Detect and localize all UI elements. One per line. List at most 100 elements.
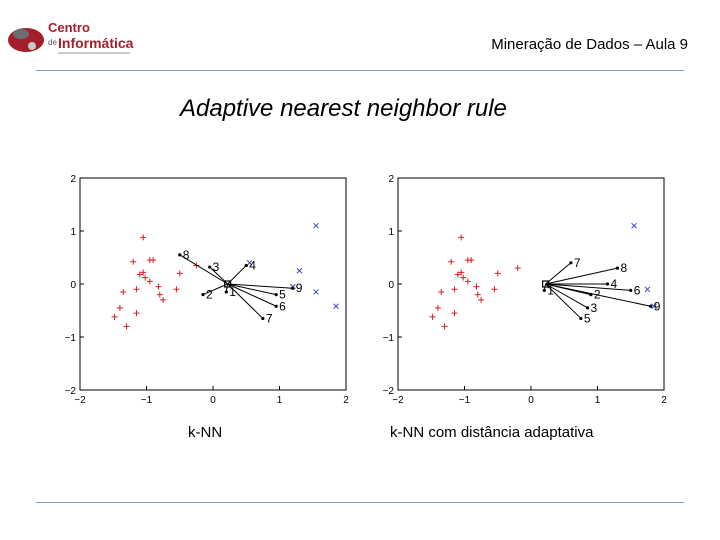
plot-frame: [397, 177, 665, 391]
plus-point: [438, 288, 445, 295]
neighbor-line: [227, 283, 264, 319]
neighbor-label: 2: [206, 288, 213, 302]
plus-point: [130, 258, 137, 265]
logo-line2: de: [48, 38, 57, 47]
plus-point: [448, 258, 455, 265]
neighbor-point: [291, 286, 295, 290]
y-tick-label: 2: [70, 174, 76, 185]
y-tick-label: 2: [388, 174, 394, 185]
neighbor-point: [542, 288, 546, 292]
neighbor-point: [585, 306, 590, 310]
x-tick-label: 1: [595, 395, 601, 406]
x-tick-label: −2: [74, 395, 86, 406]
plus-point: [142, 274, 149, 281]
x-tick-label: −1: [459, 395, 471, 406]
y-tick-label: −2: [383, 386, 395, 397]
y-tick-label: 1: [70, 227, 76, 238]
neighbor-label: 9: [654, 299, 661, 313]
header-divider: [36, 70, 684, 71]
plus-point: [176, 270, 183, 277]
neighbor-label: 1: [229, 285, 236, 299]
plus-point: [156, 291, 163, 298]
neighbor-label: 6: [279, 299, 286, 313]
x-point: [333, 303, 339, 310]
plus-point: [133, 286, 140, 293]
plus-point: [478, 296, 485, 303]
neighbor-point: [579, 316, 583, 321]
caption-adaptive-knn: k-NN com distância adaptativa: [390, 424, 594, 441]
plus-point: [491, 286, 498, 293]
neighbor-label: 9: [296, 281, 303, 295]
neighbor-line: [545, 283, 588, 309]
y-tick-label: 0: [70, 280, 76, 291]
neighbor-label: 6: [634, 283, 641, 297]
caption-knn: k-NN: [188, 424, 223, 441]
neighbor-label: 3: [591, 301, 598, 315]
neighbor-point: [274, 293, 278, 297]
x-tick-label: 2: [343, 395, 349, 406]
footer-divider: [36, 502, 684, 503]
plus-point: [120, 288, 127, 295]
neighbor-line: [227, 283, 293, 289]
neighbor-point: [605, 282, 610, 286]
neighbor-point: [224, 290, 228, 294]
x-point: [296, 267, 303, 274]
plus-point: [451, 310, 458, 317]
neighbor-label: 4: [610, 277, 617, 291]
plus-point: [474, 291, 481, 298]
plus-point: [140, 234, 147, 241]
plus-point: [136, 271, 143, 278]
plus-point: [429, 313, 436, 320]
query-point: [224, 280, 232, 288]
query-point: [542, 280, 550, 288]
neighbor-label: 7: [574, 256, 581, 270]
neighbor-line: [545, 267, 618, 285]
x-tick-label: 1: [277, 395, 283, 406]
x-tick-label: 0: [210, 395, 216, 406]
y-tick-label: 0: [388, 280, 394, 291]
x-tick-label: 2: [661, 395, 667, 406]
cin-logo: Centro de Informática: [8, 20, 134, 54]
neighbor-point: [629, 288, 633, 292]
x-point: [651, 303, 657, 310]
x-point: [631, 222, 637, 229]
header-title: Mineração de Dados – Aula 9: [491, 36, 688, 53]
neighbor-line: [545, 283, 651, 307]
neighbor-line: [202, 283, 228, 296]
plus-point: [150, 257, 157, 264]
x-tick-label: −2: [392, 395, 404, 406]
plus-point: [160, 296, 167, 303]
plus-point: [514, 265, 521, 272]
plus-point: [111, 313, 118, 320]
slide-title: Adaptive nearest neighbor rule: [180, 95, 507, 122]
logo-line3: Informática: [58, 35, 134, 51]
neighbor-point: [244, 263, 248, 268]
logo-line1: Centro: [48, 20, 90, 35]
plus-point: [441, 323, 448, 330]
neighbor-point: [178, 253, 182, 257]
plus-point: [116, 304, 123, 311]
plus-point: [473, 283, 480, 290]
neighbor-label: 8: [183, 248, 190, 262]
neighbor-line: [545, 283, 582, 319]
neighbor-line: [227, 283, 277, 307]
plus-point: [146, 278, 153, 285]
neighbor-label: 1: [547, 283, 554, 297]
neighbor-point: [201, 293, 205, 297]
plus-point: [468, 257, 475, 264]
plot-frame: [79, 177, 347, 391]
neighbor-line: [545, 283, 631, 291]
plus-point: [173, 286, 180, 293]
plus-point: [454, 271, 461, 278]
plus-point: [434, 304, 441, 311]
neighbor-label: 4: [249, 258, 256, 272]
x-tick-label: 0: [528, 395, 534, 406]
plus-point: [123, 323, 130, 330]
neighbor-label: 5: [279, 288, 286, 302]
neighbor-point: [274, 304, 278, 308]
plus-point: [140, 269, 147, 276]
neighbor-point: [261, 316, 265, 321]
neighbor-point: [615, 266, 620, 270]
